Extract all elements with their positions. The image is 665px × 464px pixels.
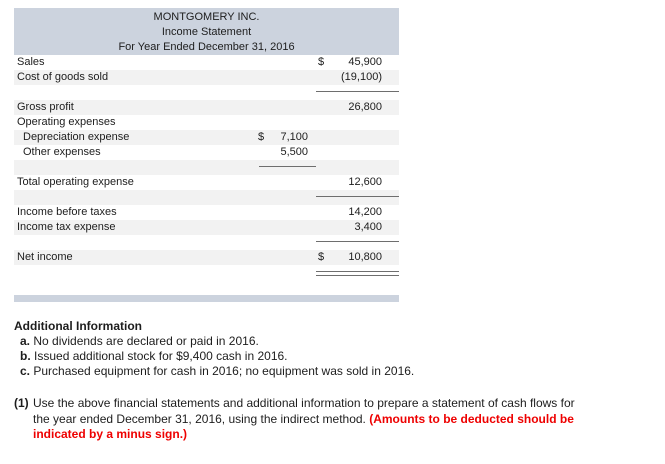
additional-info-heading: Additional Information [14, 319, 142, 333]
additional-information: Additional Information a. No dividends a… [14, 319, 414, 379]
info-item-c: c. Purchased equipment for cash in 2016;… [14, 364, 414, 379]
info-item-label: a. [20, 334, 31, 348]
table-row-spacer [14, 235, 399, 250]
amount-value: 45,900 [348, 56, 382, 68]
instruction-text-segment: (Amounts to be deducted should be [369, 411, 574, 426]
statement-footer-bar [14, 295, 399, 302]
statement-title: Income Statement [161, 26, 252, 38]
table-row-operating-expenses: Operating expenses [14, 115, 399, 130]
amount-value: 12,600 [348, 176, 382, 188]
row-label: Other expenses [23, 146, 101, 158]
table-row-spacer [14, 85, 399, 100]
amount-value: 14,200 [348, 206, 382, 218]
table-row-spacer [14, 190, 399, 205]
row-label: Income before taxes [17, 206, 117, 218]
info-item-text: Purchased equipment for cash in 2016; no… [30, 364, 415, 378]
table-row-cogs: Cost of goods sold (19,100) [14, 70, 399, 85]
amount-value: 26,800 [348, 101, 382, 113]
amount-cell-right: $ 45,900 [316, 55, 399, 70]
row-label: Depreciation expense [23, 131, 130, 143]
amount-cell-mid [256, 70, 316, 85]
table-row-gross-profit: Gross profit 26,800 [14, 100, 399, 115]
row-label: Cost of goods sold [17, 71, 109, 83]
row-label: Net income [17, 251, 73, 263]
table-row-net-income: Net income $ 10,800 [14, 250, 399, 265]
info-item-label: b. [20, 349, 31, 363]
instruction-line: indicated by a minus sign.) [33, 427, 665, 443]
row-label: Total operating expense [17, 176, 134, 188]
statement-period: For Year Ended December 31, 2016 [118, 41, 295, 53]
subtotal-rule [316, 91, 399, 100]
amount-value: 10,800 [348, 251, 382, 263]
subtotal-rule [316, 241, 399, 250]
instruction-text-segment: Use the above financial statements and a… [33, 396, 575, 410]
subtotal-rule [259, 166, 316, 175]
instruction-number: (1) [14, 396, 29, 410]
double-rule [316, 271, 399, 276]
instruction-paragraph: (1) Use the above financial statements a… [14, 396, 665, 443]
statement-company-name: MONTGOMERY INC. [153, 11, 260, 23]
subtotal-rule [316, 196, 399, 205]
instruction-text-segment: the year ended December 31, 2016, using … [33, 411, 370, 426]
info-item-text: No dividends are declared or paid in 201… [30, 334, 259, 348]
info-item-label: c. [20, 364, 31, 378]
table-row-income-before-taxes: Income before taxes 14,200 [14, 205, 399, 220]
currency-symbol: $ [318, 251, 325, 263]
table-row-sales: Sales $ 45,900 [14, 55, 399, 70]
row-label: Income tax expense [17, 221, 116, 233]
table-row-income-tax: Income tax expense 3,400 [14, 220, 399, 235]
instruction-text-segment: indicated by a minus sign.) [33, 427, 188, 441]
instruction-line: the year ended December 31, 2016, using … [33, 412, 665, 428]
amount-cell-right: (19,100) [316, 70, 399, 85]
amount-value: (19,100) [341, 71, 382, 83]
amount-value: 3,400 [354, 221, 382, 233]
row-label: Operating expenses [17, 116, 116, 128]
currency-symbol: $ [258, 131, 265, 143]
table-row-spacer [14, 265, 399, 280]
instruction-line: Use the above financial statements and a… [33, 396, 665, 412]
table-row-total-operating: Total operating expense 12,600 [14, 175, 399, 190]
amount-value: 7,100 [280, 131, 308, 143]
amount-value: 5,500 [280, 146, 308, 158]
info-item-b: b. Issued additional stock for $9,400 ca… [14, 349, 414, 364]
table-row-spacer [14, 160, 399, 175]
income-statement: MONTGOMERY INC. Income Statement For Yea… [14, 8, 399, 302]
table-row-other-expenses: Other expenses 5,500 [14, 145, 399, 160]
row-label: Sales [17, 56, 45, 68]
info-item-text: Issued additional stock for $9,400 cash … [30, 349, 288, 363]
instruction-lines: Use the above financial statements and a… [14, 396, 665, 443]
amount-cell-mid [256, 55, 316, 70]
row-label: Gross profit [17, 101, 74, 113]
table-row-spacer [14, 280, 399, 295]
statement-header: MONTGOMERY INC. Income Statement For Yea… [14, 8, 399, 55]
currency-symbol: $ [318, 56, 325, 68]
info-item-a: a. No dividends are declared or paid in … [14, 334, 414, 349]
table-row-depreciation: Depreciation expense $ 7,100 [14, 130, 399, 145]
